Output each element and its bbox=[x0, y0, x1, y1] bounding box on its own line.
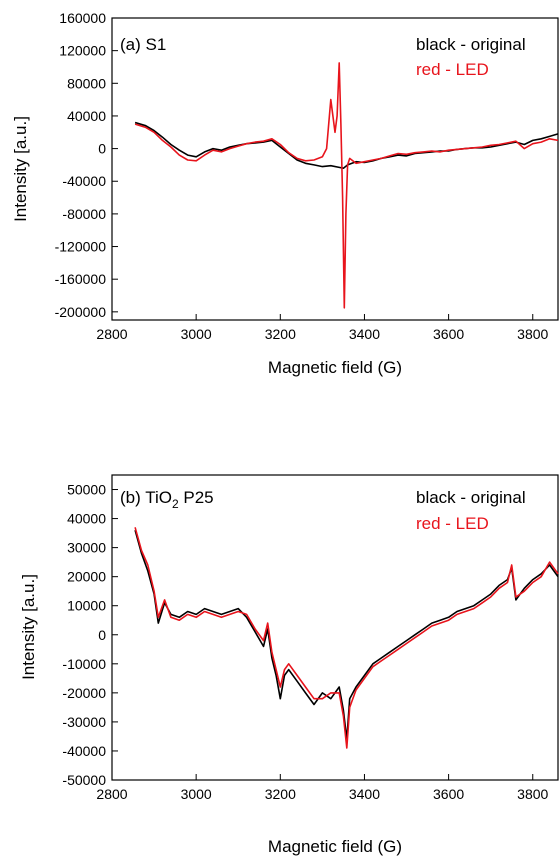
x-tick-label: 3800 bbox=[517, 326, 548, 342]
y-tick-label: -40000 bbox=[62, 173, 106, 189]
x-tick-label: 3200 bbox=[265, 786, 296, 802]
chart-panel-a: 2800 3000 3200 3400 3600 3800 160000 120000 8000… bbox=[11, 10, 559, 377]
axis-ticks: 2800 3000 3200 3400 3600 3800 160000 120000 8000… bbox=[55, 10, 549, 342]
y-tick-label: 0 bbox=[98, 141, 106, 157]
x-tick-label: 3800 bbox=[517, 786, 548, 802]
x-tick-label: 3600 bbox=[433, 786, 464, 802]
y-tick-label: 10000 bbox=[67, 598, 106, 614]
y-tick-label: 160000 bbox=[59, 10, 106, 26]
legend-led: red - LED bbox=[416, 514, 489, 533]
legend-led: red - LED bbox=[416, 60, 489, 79]
y-tick-label: -50000 bbox=[62, 772, 106, 788]
panel-label: (b) TiO2 P25 bbox=[120, 488, 214, 511]
panel-label: (a) S1 bbox=[120, 35, 166, 54]
chart-panel-b: 2800 3000 3200 3400 3600 3800 50000 40000 30000 2… bbox=[19, 474, 559, 856]
x-tick-label: 3400 bbox=[349, 786, 380, 802]
x-axis-label: Magnetic field (G) bbox=[268, 358, 402, 377]
y-tick-label: -160000 bbox=[55, 271, 107, 287]
series-layer bbox=[134, 527, 559, 749]
y-tick-label: 40000 bbox=[67, 108, 106, 124]
panel-label-suffix: P25 bbox=[179, 488, 214, 507]
x-tick-label: 3000 bbox=[181, 786, 212, 802]
y-tick-label: -80000 bbox=[62, 206, 106, 222]
x-tick-label: 3200 bbox=[265, 326, 296, 342]
x-tick-label: 2800 bbox=[96, 326, 127, 342]
legend-original: black - original bbox=[416, 488, 526, 507]
y-tick-label: -10000 bbox=[62, 656, 106, 672]
x-tick-label: 2800 bbox=[96, 786, 127, 802]
y-tick-label: 20000 bbox=[67, 569, 106, 585]
panel-label-prefix: (b) TiO bbox=[120, 488, 172, 507]
axis-ticks: 2800 3000 3200 3400 3600 3800 50000 40000 30000 2… bbox=[62, 482, 548, 802]
y-tick-label: 50000 bbox=[67, 482, 106, 498]
series-line-original bbox=[134, 121, 559, 169]
x-tick-label: 3600 bbox=[433, 326, 464, 342]
y-tick-label: -120000 bbox=[55, 239, 107, 255]
y-axis-label: Intensity [a.u.] bbox=[11, 116, 30, 222]
y-tick-label: -200000 bbox=[55, 304, 107, 320]
x-tick-label: 3400 bbox=[349, 326, 380, 342]
y-tick-label: 40000 bbox=[67, 511, 106, 527]
plot-frame bbox=[111, 17, 559, 321]
series-layer bbox=[134, 62, 559, 309]
y-tick-label: -40000 bbox=[62, 743, 106, 759]
y-tick-label: 120000 bbox=[59, 43, 106, 59]
legend-original: black - original bbox=[416, 35, 526, 54]
y-tick-label: 30000 bbox=[67, 540, 106, 556]
x-axis-label: Magnetic field (G) bbox=[268, 837, 402, 856]
series-line-led bbox=[134, 527, 559, 749]
y-tick-label: -20000 bbox=[62, 685, 106, 701]
x-tick-label: 3000 bbox=[181, 326, 212, 342]
y-axis-label: Intensity [a.u.] bbox=[19, 574, 38, 680]
panel-label-sub: 2 bbox=[172, 497, 179, 511]
y-tick-label: 0 bbox=[98, 627, 106, 643]
series-line-led bbox=[134, 62, 559, 309]
series-line-original bbox=[134, 529, 559, 741]
y-tick-label: -30000 bbox=[62, 714, 106, 730]
plot-frame bbox=[111, 474, 559, 781]
y-tick-label: 80000 bbox=[67, 75, 106, 91]
